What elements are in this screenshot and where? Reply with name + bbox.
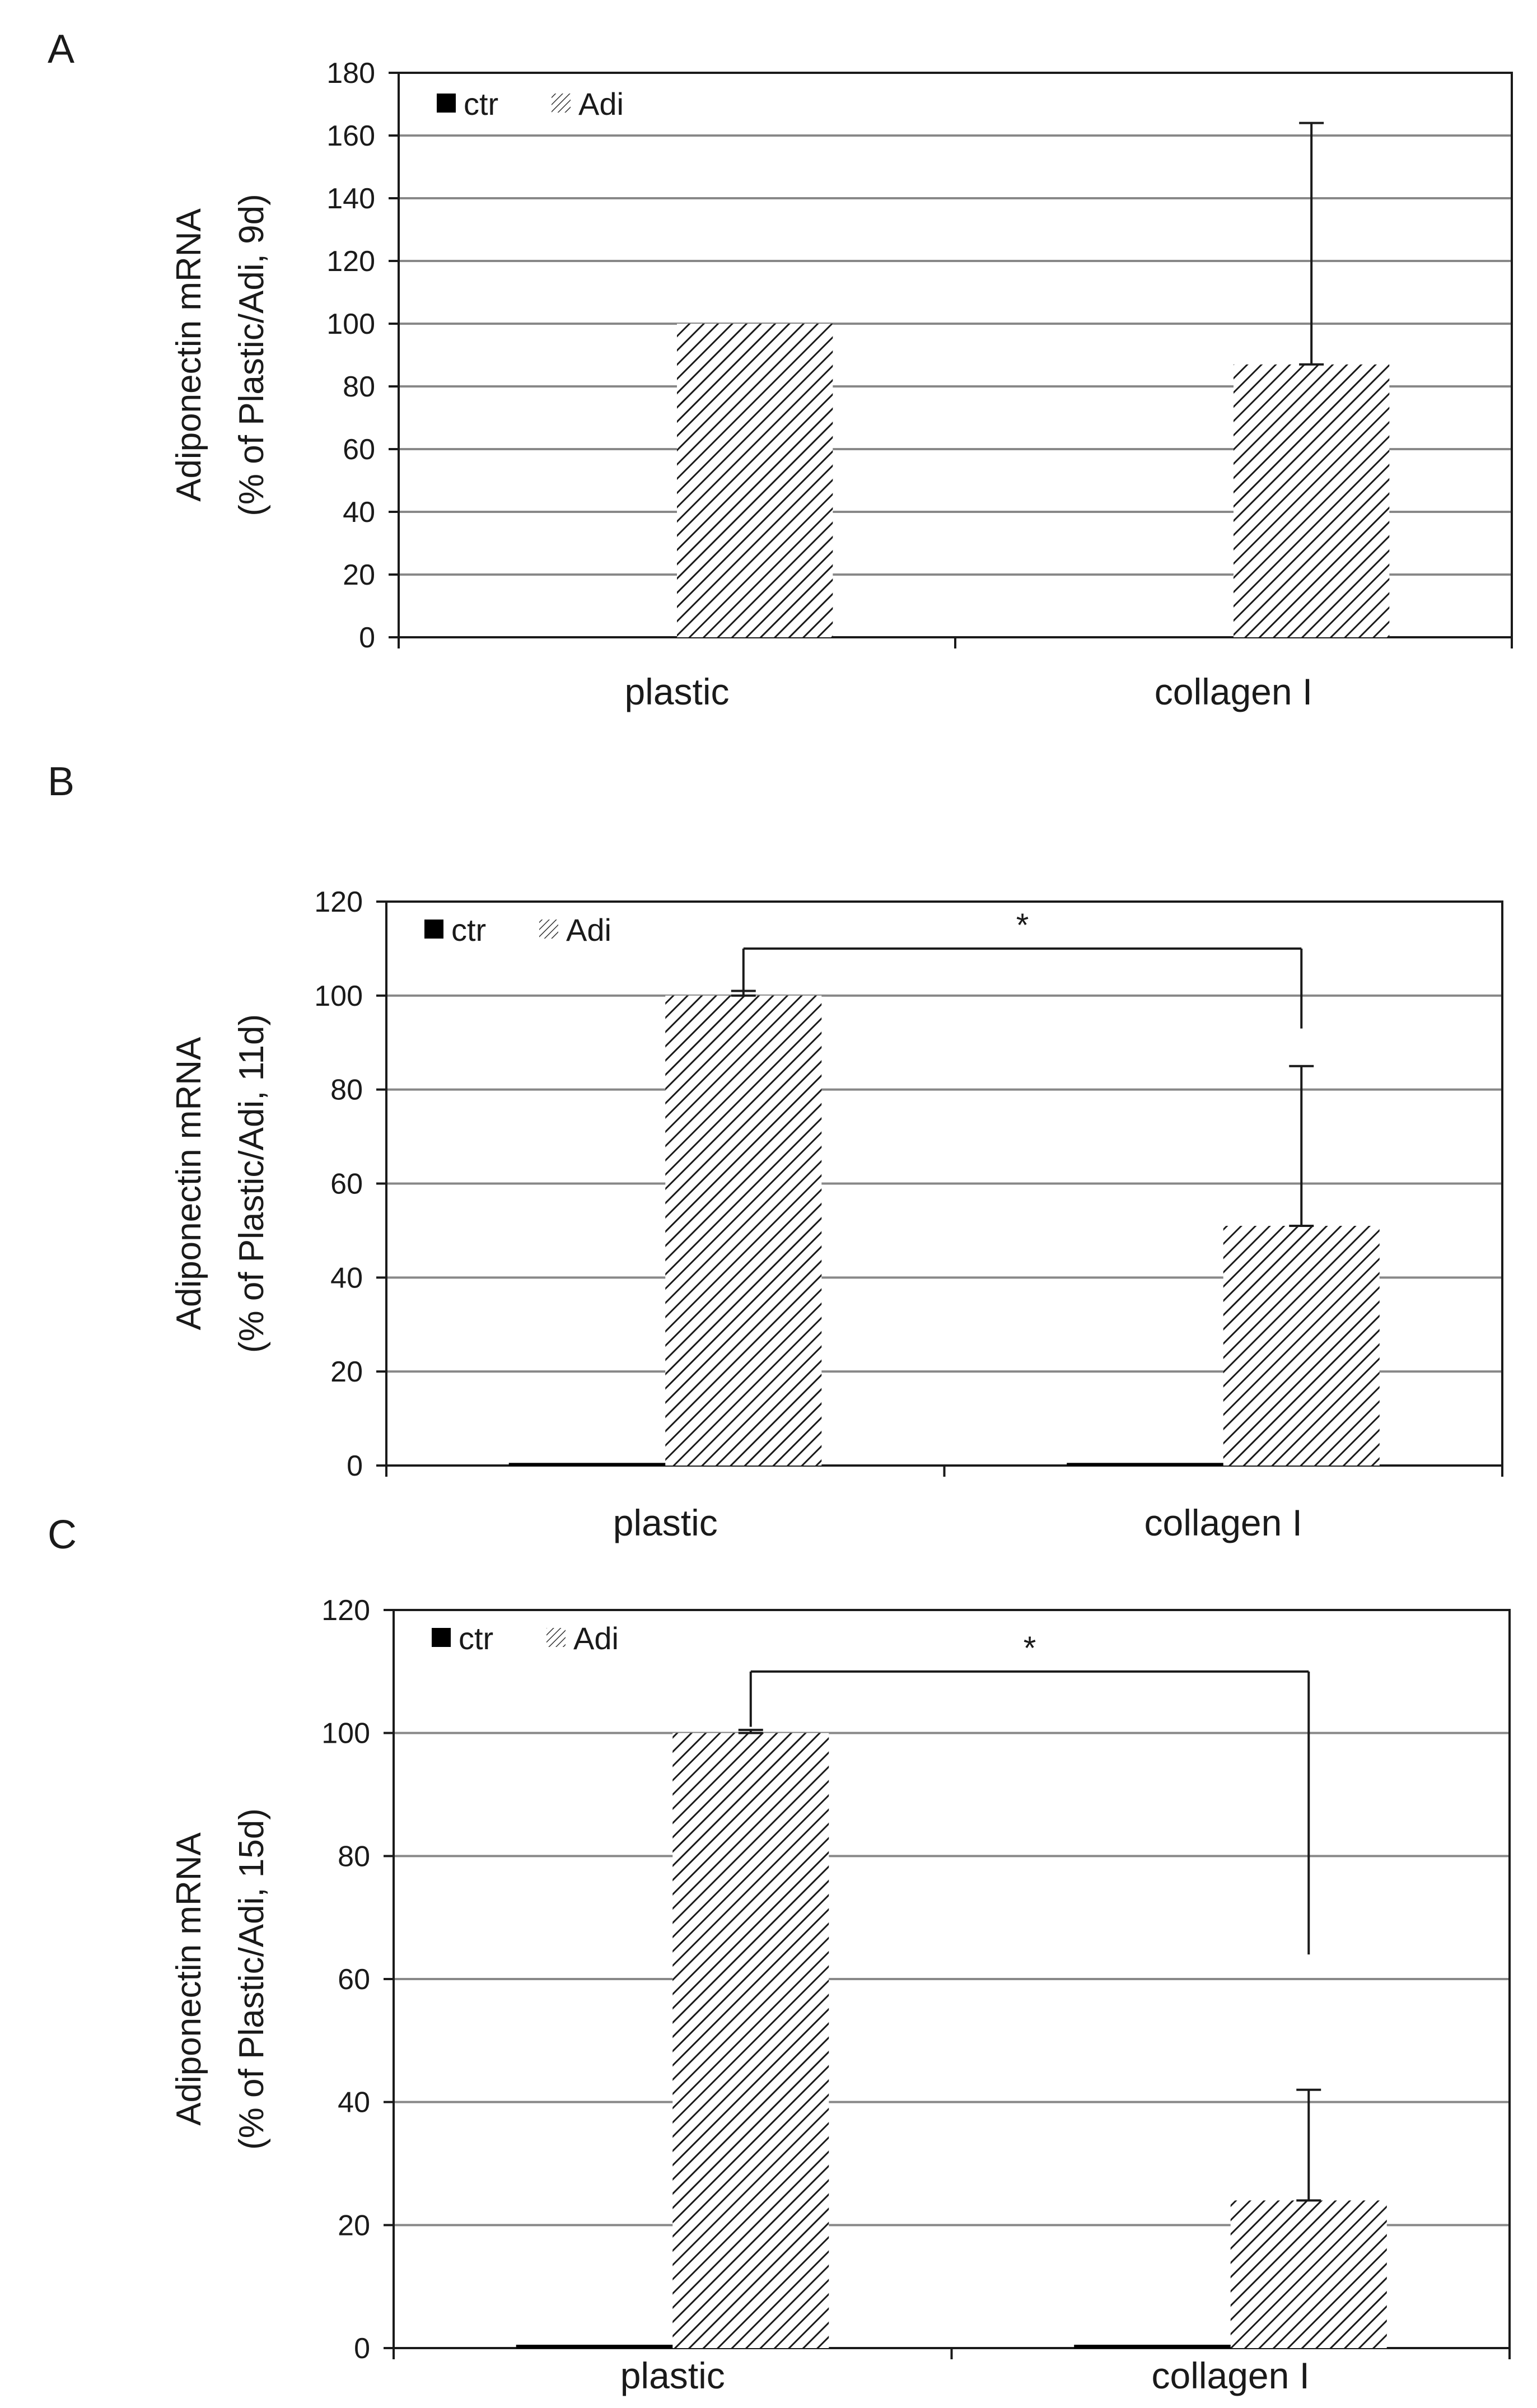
y-axis-label: Adiponectin mRNA [170, 1037, 208, 1330]
y-axis-label: Adiponectin mRNA [170, 208, 208, 501]
category-label: collagen I [1151, 2355, 1310, 2396]
legend: ctr Adi [437, 86, 624, 122]
bar-ctr-collagen-i [1067, 1463, 1224, 1466]
bar-Adi-plastic [665, 995, 822, 1466]
y-tick-label: 140 [326, 183, 375, 215]
y-tick-label: 80 [330, 1074, 363, 1107]
legend: ctr Adi [424, 912, 611, 948]
legend-swatch-adi [546, 1628, 566, 1647]
panels: A 0 20 40 60 80 100 120 140 160 180 plastic collagen… [48, 27, 1513, 2396]
y-axis-label: Adiponectin mRNA [170, 1832, 208, 2125]
bar-ctr-plastic [516, 2345, 673, 2349]
category-label: plastic [620, 2355, 725, 2396]
y-tick-label: 60 [343, 433, 375, 466]
significance-bracket: * [742, 907, 1303, 1029]
legend: ctr Adi [432, 1621, 619, 1656]
significance-bracket: * [749, 1630, 1310, 1955]
significance-label: * [1016, 907, 1029, 944]
legend-swatch-ctr [432, 1628, 451, 1647]
y-tick-label: 20 [330, 1356, 363, 1388]
y-tick-label: 40 [330, 1262, 363, 1294]
y-tick-label: 160 [326, 120, 375, 152]
legend-label-adi: Adi [573, 1621, 619, 1656]
bar-Adi-collagen-i [1234, 364, 1390, 637]
legend-swatch-adi [539, 920, 558, 939]
legend-swatch-adi [552, 94, 571, 113]
y-tick-label: 180 [326, 57, 375, 90]
chart-panel-b: B 0 20 40 60 80 100 120 plastic collagen I Adipone… [48, 759, 1503, 1543]
legend-label-ctr: ctr [464, 86, 498, 122]
y-tick-label: 80 [338, 1840, 370, 1873]
chart-panel-c: C 0 20 40 60 80 100 120 plastic collagen I Adipone… [48, 1513, 1511, 2396]
y-tick-label: 0 [354, 2332, 370, 2365]
bar-ctr-collagen-i [1074, 2345, 1231, 2349]
bar-Adi-plastic [672, 1733, 829, 2348]
y-tick-label: 100 [326, 308, 375, 340]
y-axis-label: (% of Plastic/Adi, 11d) [232, 1014, 271, 1353]
category-label: collagen I [1155, 671, 1313, 712]
legend-label-ctr: ctr [459, 1621, 493, 1656]
bar-Adi-collagen-i [1223, 1226, 1380, 1466]
legend-swatch-ctr [437, 94, 456, 113]
y-tick-label: 120 [314, 886, 363, 918]
panel-letter: B [48, 759, 74, 804]
y-tick-label: 60 [338, 1963, 370, 1996]
bar-Adi-plastic [677, 324, 833, 637]
y-tick-label: 40 [338, 2087, 370, 2119]
y-tick-label: 100 [314, 980, 363, 1012]
legend-label-adi: Adi [566, 912, 611, 948]
y-tick-label: 60 [330, 1168, 363, 1201]
legend-label-adi: Adi [578, 86, 624, 122]
legend-label-ctr: ctr [451, 912, 486, 948]
y-tick-label: 120 [326, 245, 375, 278]
bar-ctr-plastic [508, 1463, 666, 1466]
bar-Adi-collagen-i [1230, 2200, 1387, 2348]
y-axis-label: (% of Plastic/Adi, 9d) [232, 194, 271, 516]
y-tick-label: 0 [347, 1450, 363, 1482]
y-tick-label: 20 [343, 559, 375, 591]
y-tick-label: 40 [343, 496, 375, 529]
y-tick-label: 100 [321, 1718, 370, 1750]
panel-letter: C [48, 1513, 77, 1557]
y-tick-label: 0 [359, 622, 375, 654]
category-label: collagen I [1144, 1502, 1302, 1543]
category-label: plastic [613, 1502, 718, 1543]
y-tick-label: 80 [343, 371, 375, 403]
chart-panel-a: A 0 20 40 60 80 100 120 140 160 180 plastic collagen… [48, 27, 1513, 712]
significance-label: * [1024, 1630, 1036, 1667]
y-tick-label: 120 [321, 1594, 370, 1627]
y-tick-label: 20 [338, 2209, 370, 2242]
legend-swatch-ctr [424, 920, 443, 939]
panel-letter: A [48, 27, 74, 72]
y-axis-label: (% of Plastic/Adi, 15d) [232, 1808, 271, 2150]
category-label: plastic [624, 671, 729, 712]
